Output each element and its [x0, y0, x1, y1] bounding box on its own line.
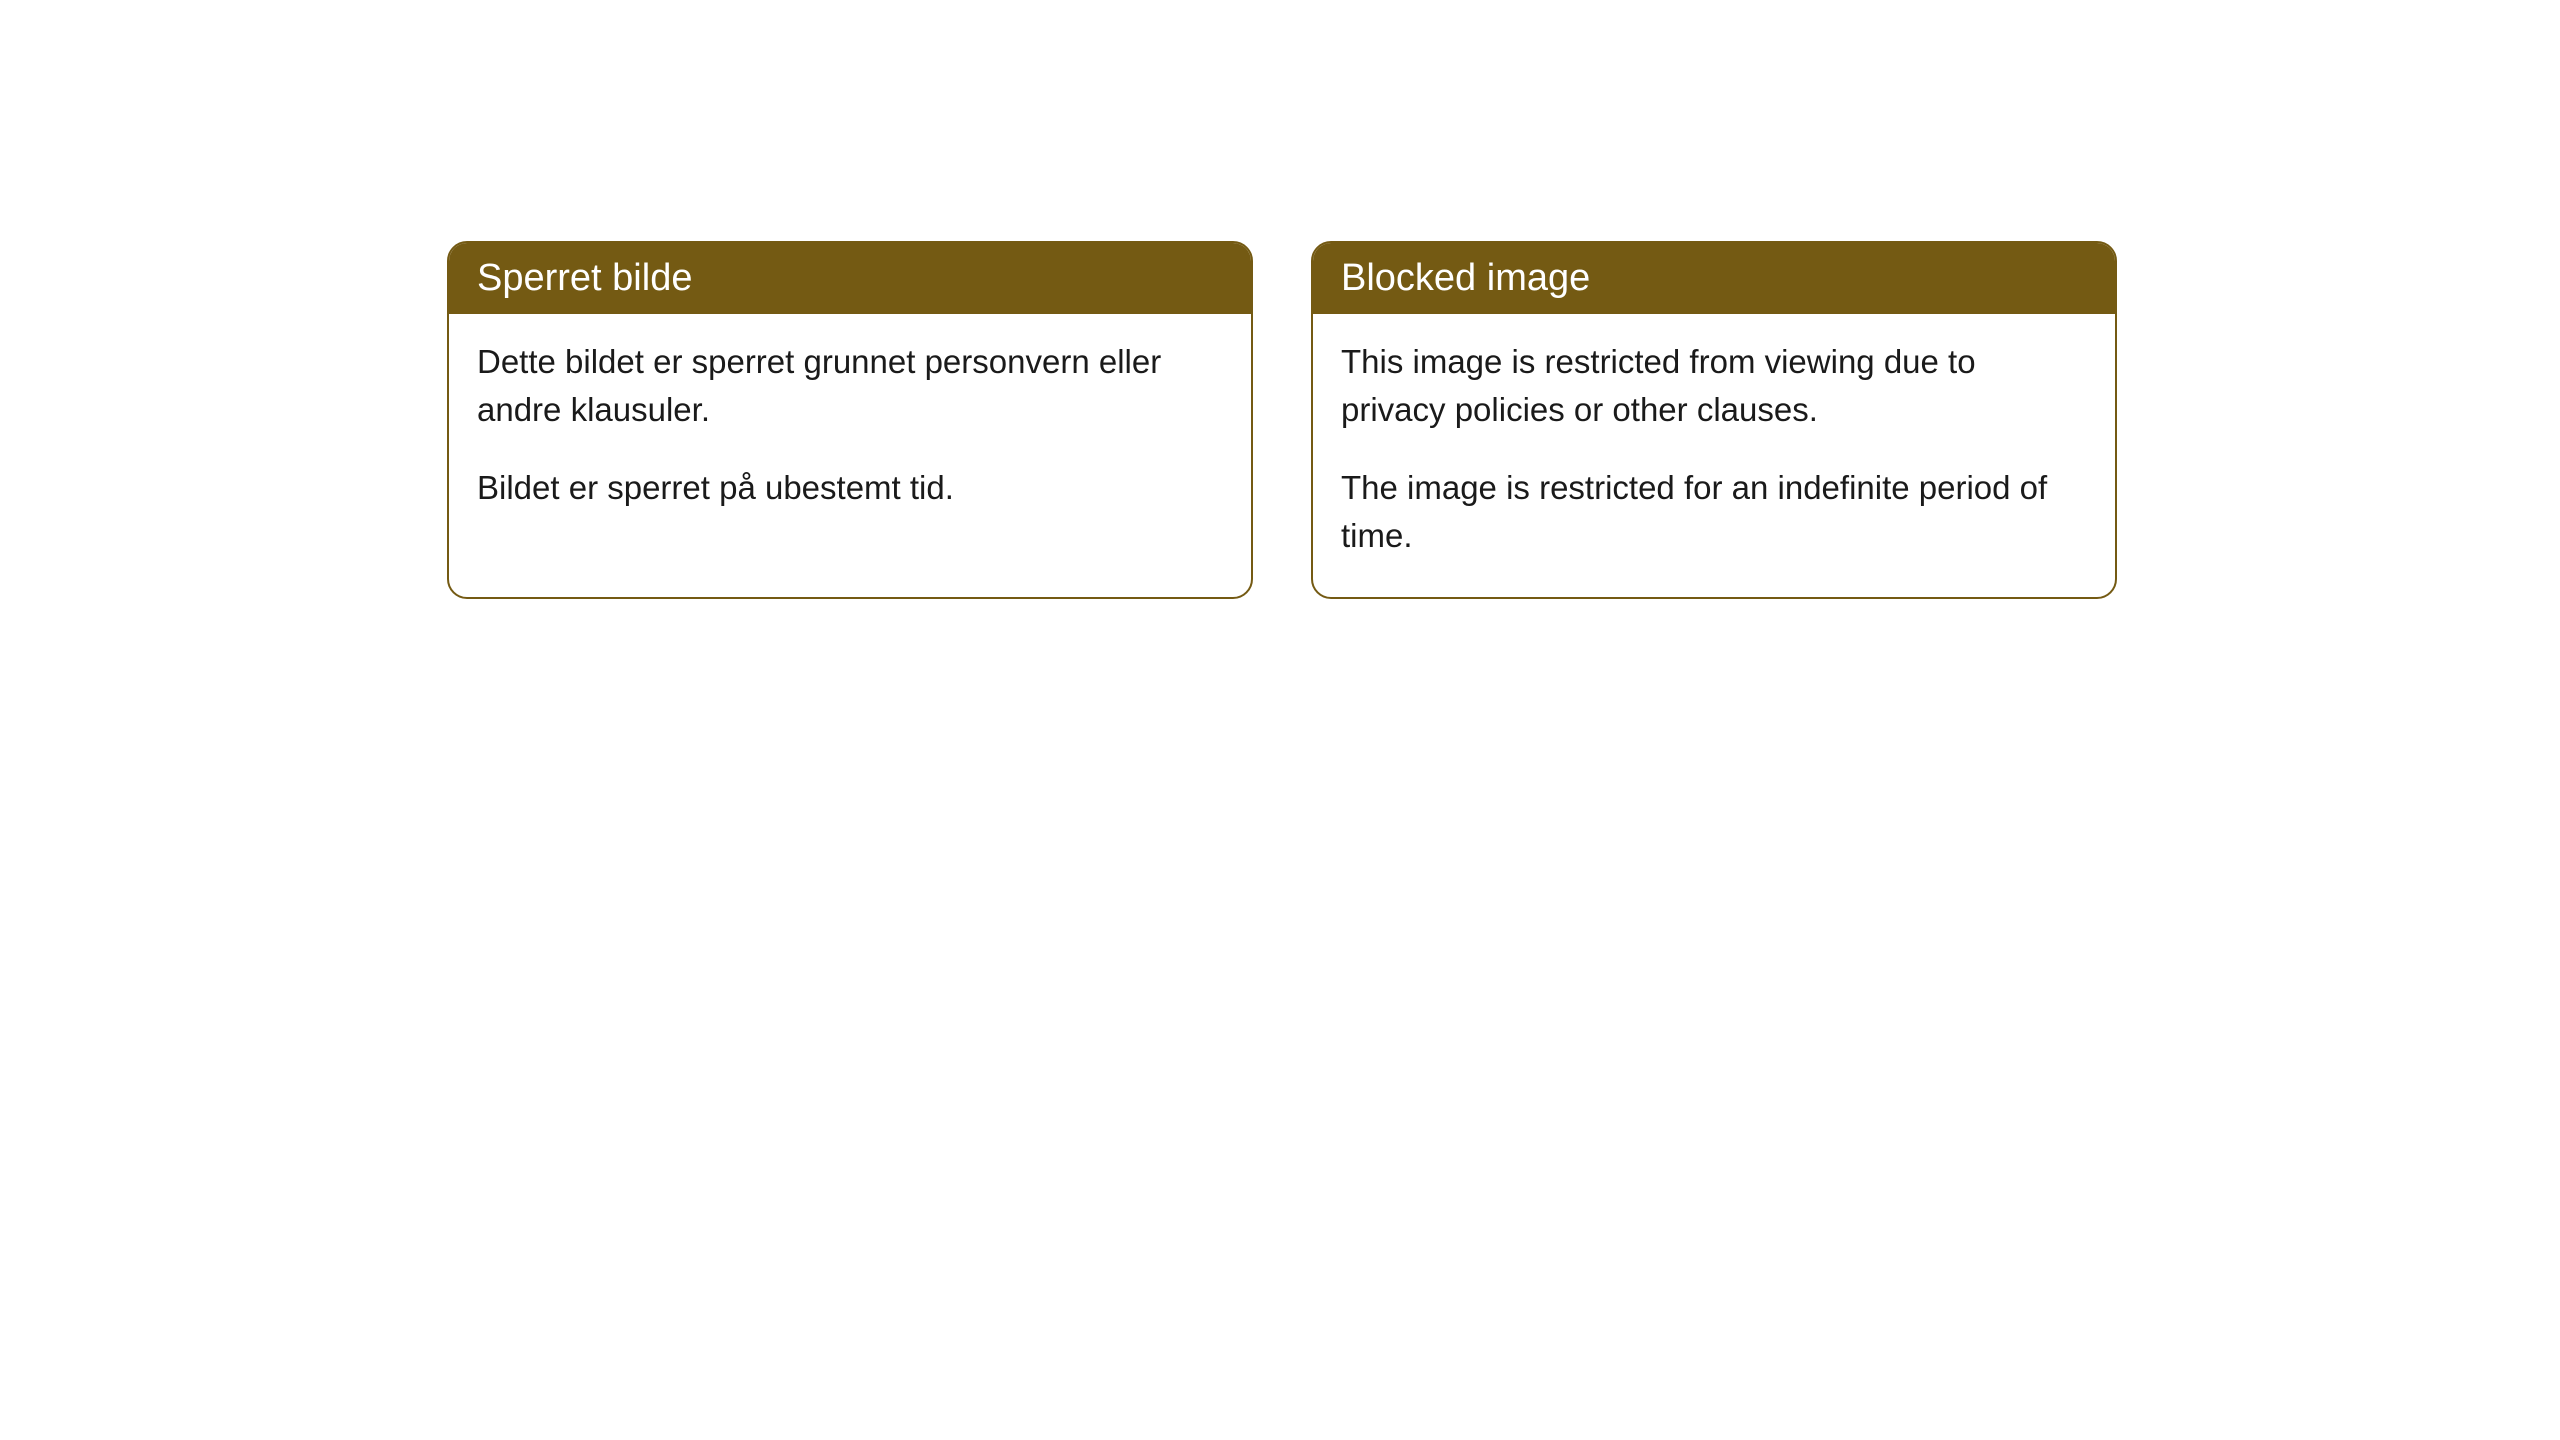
- card-text-1-english: This image is restricted from viewing du…: [1341, 338, 2087, 434]
- card-body-norwegian: Dette bildet er sperret grunnet personve…: [449, 314, 1251, 550]
- card-english: Blocked image This image is restricted f…: [1311, 241, 2117, 599]
- card-text-2-norwegian: Bildet er sperret på ubestemt tid.: [477, 464, 1223, 512]
- card-text-2-english: The image is restricted for an indefinit…: [1341, 464, 2087, 560]
- cards-container: Sperret bilde Dette bildet er sperret gr…: [447, 241, 2560, 599]
- card-body-english: This image is restricted from viewing du…: [1313, 314, 2115, 597]
- card-text-1-norwegian: Dette bildet er sperret grunnet personve…: [477, 338, 1223, 434]
- card-header-norwegian: Sperret bilde: [449, 243, 1251, 314]
- card-header-english: Blocked image: [1313, 243, 2115, 314]
- card-norwegian: Sperret bilde Dette bildet er sperret gr…: [447, 241, 1253, 599]
